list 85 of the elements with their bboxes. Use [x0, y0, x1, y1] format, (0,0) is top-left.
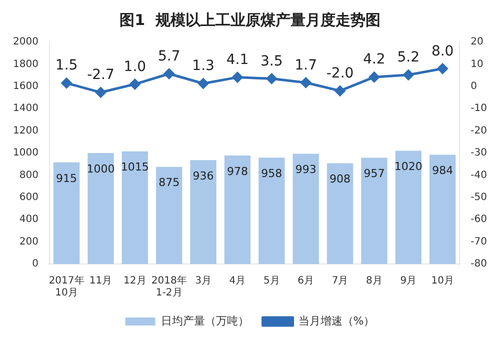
bar: [258, 158, 285, 264]
chart-title: 图1 规模以上工业原煤产量月度走势图: [120, 10, 380, 29]
data-label: 957: [364, 167, 385, 180]
x-tick-label: 10月: [431, 276, 454, 287]
bar: [156, 166, 182, 264]
y-tick-label: 1400: [12, 103, 38, 114]
point: [232, 72, 243, 83]
point: [437, 63, 448, 74]
bar: [430, 154, 456, 264]
y-tick-label: 400: [19, 214, 38, 226]
data-label: 1.0: [124, 58, 146, 75]
y-tick-label: 1800: [12, 58, 38, 70]
data-label: 915: [56, 172, 78, 185]
y-tick-label: 800: [19, 170, 38, 181]
x-tick-label: 6月: [298, 276, 314, 287]
y-tick-label: 200: [19, 236, 38, 248]
data-label: -2.0: [326, 65, 354, 82]
y2-tick-label: -70: [470, 236, 488, 248]
x-tick-label: 12月: [124, 276, 146, 287]
data-label: 8.0: [431, 43, 454, 60]
bar: [395, 150, 422, 264]
data-label: 4.1: [226, 52, 249, 68]
data-label: 1020: [394, 160, 422, 174]
bar: [53, 162, 80, 264]
x-tick-label: 11月: [89, 276, 112, 287]
point: [95, 87, 106, 98]
data-label: 5.2: [397, 49, 420, 66]
data-label: 1.5: [55, 58, 78, 74]
data-label: 5.7: [158, 48, 180, 64]
legend-label: 日均产量（万吨）: [160, 314, 249, 328]
data-label: 936: [192, 169, 214, 182]
point: [130, 78, 140, 90]
x-tick-label: 2018年 1-2月: [151, 274, 187, 299]
point: [300, 77, 312, 88]
bar: [122, 151, 148, 264]
data-label: 3.5: [260, 53, 283, 70]
y2-tick-label: 20: [470, 36, 484, 48]
bar: [292, 154, 319, 264]
point: [61, 78, 72, 88]
bar: [224, 155, 251, 264]
y-tick-label: 0: [32, 258, 38, 270]
y2-tick-label: -80: [470, 258, 488, 270]
y2-tick-label: 10: [470, 58, 484, 70]
point: [198, 78, 209, 89]
data-label: 875: [158, 176, 180, 190]
data-label: 1000: [86, 162, 115, 176]
y2-tick-label: 0: [470, 80, 478, 92]
y2-tick-label: -40: [470, 170, 488, 181]
data-label: 1.7: [294, 57, 317, 74]
x-tick-label: 3月: [195, 276, 212, 287]
x-tick-label: 2017年 10月: [48, 274, 84, 299]
y2-tick-label: -30: [470, 148, 488, 159]
data-label: 4.2: [363, 52, 386, 68]
data-label: 1.3: [192, 58, 214, 74]
y2-tick-label: -10: [470, 103, 488, 114]
data-label: 984: [432, 164, 454, 178]
y-tick-label: 1000: [12, 148, 38, 159]
data-label: 908: [330, 172, 351, 186]
data-label: 993: [295, 163, 316, 176]
x-tick-label: 7月: [332, 276, 348, 287]
data-label: 1015: [120, 160, 149, 174]
bar: [326, 163, 354, 264]
data-label: 958: [261, 167, 282, 180]
bar: [190, 160, 216, 264]
y2-tick-label: -50: [470, 192, 488, 203]
bar: [88, 153, 114, 264]
y-tick-label: 1200: [12, 125, 38, 136]
y-tick-label: 600: [19, 192, 38, 203]
x-tick-label: 8月: [366, 276, 382, 287]
y-tick-label: 2000: [12, 36, 38, 48]
point: [334, 86, 346, 96]
point: [403, 70, 414, 80]
x-tick-label: 9月: [400, 276, 417, 287]
x-tick-label: 4月: [229, 276, 246, 287]
legend-label: 当月增速（%）: [298, 314, 375, 328]
data-label: 978: [226, 164, 248, 178]
point: [368, 72, 380, 82]
y2-tick-label: -60: [470, 214, 488, 226]
point: [164, 68, 174, 79]
x-tick-label: 5月: [263, 276, 280, 287]
bar: [361, 158, 388, 264]
y2-tick-label: -20: [470, 125, 488, 136]
data-label: -2.7: [87, 67, 114, 84]
point: [266, 73, 277, 84]
y-tick-label: 1600: [12, 80, 38, 92]
